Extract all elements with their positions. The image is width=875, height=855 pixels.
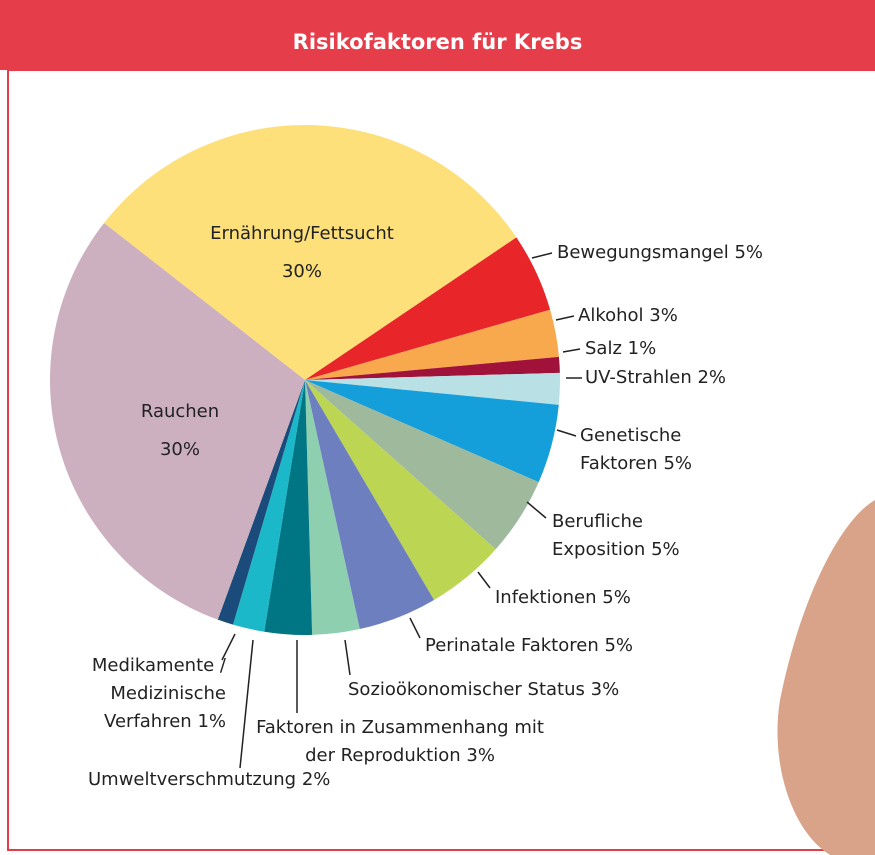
leader: [477, 571, 491, 589]
category-label: Umweltverschmutzung: [88, 769, 297, 790]
slice-label: Bewegungsmangel 5%: [557, 239, 857, 267]
slice-label: Ernährung/Fettsucht 30%: [182, 215, 422, 291]
frame-border: [7, 69, 875, 851]
leader: [556, 429, 577, 437]
pie-slice: [264, 380, 313, 635]
pie-slice: [305, 380, 496, 600]
category-label: UV-Strahlen: [585, 367, 692, 388]
slice-label: UV-Strahlen 2%: [585, 364, 785, 392]
leader: [562, 348, 581, 353]
category-label: Faktoren in Zusammenhang mit der Reprodu…: [256, 717, 544, 766]
category-label: Perinatale Faktoren: [425, 635, 599, 656]
pie-slice: [104, 124, 517, 380]
leader-lines: [221, 252, 582, 769]
category-label: Salz: [585, 338, 622, 359]
category-label: Medikamente / Medizinische Verfahren: [91, 655, 226, 732]
value-label: 2%: [301, 769, 331, 790]
value-label: 3%: [590, 679, 620, 700]
leader: [221, 633, 236, 661]
category-label: Infektionen: [495, 587, 597, 608]
category-label: Genetische Faktoren: [580, 425, 682, 474]
category-label: Berufliche Exposition: [552, 511, 646, 560]
pie-slice: [305, 237, 551, 380]
slice-label: Salz 1%: [585, 335, 785, 363]
slice-label: Sozioökonomischer Status 3%: [348, 676, 688, 704]
value-label: 5%: [734, 242, 764, 263]
slice-label: Umweltverschmutzung 2%: [88, 766, 388, 794]
pie-slice: [305, 380, 435, 630]
hand-image: [777, 500, 875, 855]
value-label: 5%: [663, 453, 693, 474]
pie-slice: [305, 380, 360, 635]
pie-slice: [305, 380, 559, 483]
category-label: Alkohol: [578, 305, 644, 326]
value-label: 3%: [466, 745, 495, 766]
leader: [344, 639, 351, 676]
leader: [555, 315, 575, 321]
value-label: 30%: [281, 261, 322, 282]
value-label: 1%: [197, 711, 226, 732]
pie-slice: [305, 380, 539, 550]
slice-label: Alkohol 3%: [578, 302, 778, 330]
slice-label: Infektionen 5%: [495, 584, 695, 612]
slice-label: Medikamente / Medizinische Verfahren 1%: [60, 652, 226, 736]
leader: [526, 501, 547, 519]
slice-label: Berufliche Exposition 5%: [552, 508, 712, 564]
value-label: 5%: [651, 539, 680, 560]
pie-slice: [49, 223, 305, 620]
slice-label: Perinatale Faktoren 5%: [425, 632, 725, 660]
pie-slice: [305, 372, 560, 405]
value-label: 3%: [649, 305, 678, 326]
slice-label: Genetische Faktoren 5%: [580, 422, 710, 478]
value-label: 5%: [602, 587, 631, 608]
value-label: 2%: [697, 367, 727, 388]
category-label: Ernährung/Fettsucht: [210, 223, 394, 244]
pie-slice: [217, 380, 305, 625]
pie-slice: [305, 356, 560, 380]
category-label: Rauchen: [140, 401, 220, 422]
value-label: 30%: [159, 439, 200, 460]
slice-label: Rauchen 30%: [120, 393, 240, 469]
leader: [409, 617, 421, 639]
pie-slice: [233, 380, 305, 632]
value-label: 1%: [627, 338, 657, 359]
category-label: Sozioökonomischer Status: [348, 679, 585, 700]
leader: [531, 252, 553, 259]
value-label: 5%: [604, 635, 634, 656]
slice-label: Faktoren in Zusammenhang mit der Reprodu…: [250, 714, 550, 770]
chart-title: Risikofaktoren für Krebs: [0, 0, 875, 70]
category-label: Bewegungsmangel: [557, 242, 729, 263]
leader: [239, 639, 254, 769]
pie: [49, 124, 560, 635]
pie-slice: [305, 309, 559, 380]
